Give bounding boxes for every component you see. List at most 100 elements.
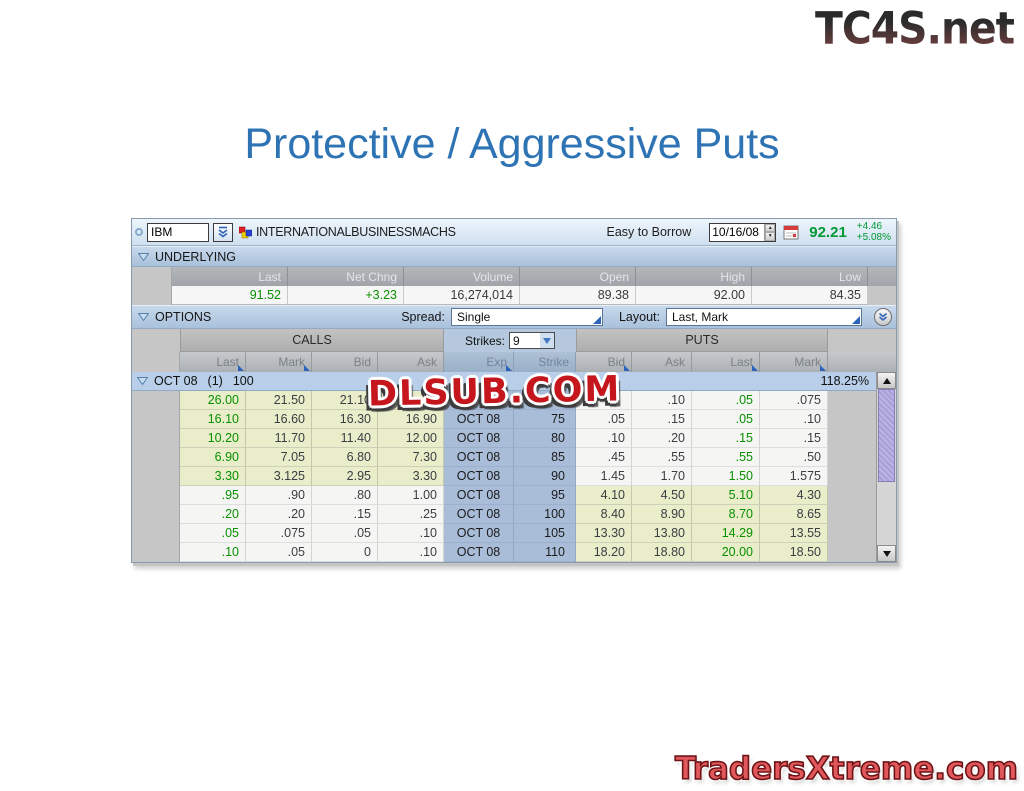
option-column-header-strike[interactable]: Strike [514,352,576,372]
underlying-column-header[interactable]: Open [520,267,636,286]
call-mark-cell[interactable]: .075 [246,524,312,543]
put-mark-cell[interactable]: 1.575 [760,467,828,486]
put-mark-cell[interactable]: 8.65 [760,505,828,524]
put-ask-cell[interactable]: 4.50 [632,486,692,505]
vertical-scrollbar[interactable] [876,372,896,562]
underlying-column-header[interactable]: Last [172,267,288,286]
call-last-cell[interactable]: 10.20 [180,429,246,448]
option-column-header-last[interactable]: Last [692,352,760,372]
put-bid-cell[interactable]: .45 [576,448,632,467]
option-group-row[interactable]: OCT 08 (1) 100 118.25% [132,372,877,391]
call-bid-cell[interactable]: 11.40 [312,429,378,448]
option-column-header-ask[interactable]: Ask [632,352,692,372]
call-ask-cell[interactable]: 16.90 [378,410,444,429]
call-bid-cell[interactable]: 0 [312,543,378,562]
underlying-column-header[interactable]: High [636,267,752,286]
date-down-button[interactable]: ▼ [765,232,776,241]
call-last-cell[interactable]: .10 [180,543,246,562]
option-column-header-exp[interactable]: Exp [444,352,514,372]
collapse-triangle-icon[interactable] [138,313,149,321]
put-ask-cell[interactable]: 13.80 [632,524,692,543]
option-column-header-bid[interactable]: Bid [576,352,632,372]
call-ask-cell[interactable] [378,391,444,410]
option-column-header-last[interactable]: Last [180,352,246,372]
call-mark-cell[interactable]: 3.125 [246,467,312,486]
put-last-cell[interactable]: .55 [692,448,760,467]
call-bid-cell[interactable]: 21.10 [312,391,378,410]
put-mark-cell[interactable]: .50 [760,448,828,467]
collapse-triangle-icon[interactable] [138,252,149,261]
call-bid-cell[interactable]: .05 [312,524,378,543]
option-column-header-mark[interactable]: Mark [760,352,828,372]
call-bid-cell[interactable]: 16.30 [312,410,378,429]
date-up-button[interactable]: ▲ [765,223,776,232]
put-bid-cell[interactable]: 13.30 [576,524,632,543]
put-mark-cell[interactable]: 13.55 [760,524,828,543]
scroll-down-button[interactable] [877,545,896,562]
put-bid-cell[interactable]: 1.45 [576,467,632,486]
put-last-cell[interactable]: 8.70 [692,505,760,524]
collapse-triangle-icon[interactable] [137,377,148,385]
put-mark-cell[interactable]: 18.50 [760,543,828,562]
call-ask-cell[interactable]: 3.30 [378,467,444,486]
option-column-header-mark[interactable]: Mark [246,352,312,372]
put-mark-cell[interactable]: .075 [760,391,828,410]
call-mark-cell[interactable]: .05 [246,543,312,562]
call-last-cell[interactable]: .20 [180,505,246,524]
call-last-cell[interactable]: 3.30 [180,467,246,486]
call-ask-cell[interactable]: 1.00 [378,486,444,505]
call-last-cell[interactable]: 26.00 [180,391,246,410]
call-bid-cell[interactable]: .80 [312,486,378,505]
put-ask-cell[interactable]: 1.70 [632,467,692,486]
expand-all-button[interactable] [874,308,892,326]
call-last-cell[interactable]: .05 [180,524,246,543]
call-ask-cell[interactable]: .25 [378,505,444,524]
underlying-column-header[interactable]: Volume [404,267,520,286]
call-mark-cell[interactable]: 21.50 [246,391,312,410]
scrollbar-thumb[interactable] [878,389,895,482]
date-input[interactable] [710,223,765,241]
call-mark-cell[interactable]: 7.05 [246,448,312,467]
calendar-icon[interactable] [783,224,799,240]
symbol-input[interactable] [147,222,209,242]
call-last-cell[interactable]: 16.10 [180,410,246,429]
put-mark-cell[interactable]: 4.30 [760,486,828,505]
option-column-header-ask[interactable]: Ask [378,352,444,372]
put-last-cell[interactable]: .05 [692,410,760,429]
call-mark-cell[interactable]: 16.60 [246,410,312,429]
call-ask-cell[interactable]: 7.30 [378,448,444,467]
call-mark-cell[interactable]: .90 [246,486,312,505]
option-column-header-bid[interactable]: Bid [312,352,378,372]
call-last-cell[interactable]: .95 [180,486,246,505]
call-mark-cell[interactable]: 11.70 [246,429,312,448]
spread-dropdown[interactable]: Single [450,308,603,326]
put-bid-cell[interactable] [576,391,632,410]
put-ask-cell[interactable]: .20 [632,429,692,448]
put-ask-cell[interactable]: .55 [632,448,692,467]
call-bid-cell[interactable]: 2.95 [312,467,378,486]
put-last-cell[interactable]: 5.10 [692,486,760,505]
link-bubble-icon[interactable] [135,228,143,236]
put-bid-cell[interactable]: 18.20 [576,543,632,562]
call-bid-cell[interactable]: .15 [312,505,378,524]
put-ask-cell[interactable]: .15 [632,410,692,429]
call-ask-cell[interactable]: .10 [378,543,444,562]
options-section-bar[interactable]: OPTIONS Spread: Single Layout: Last, Mar… [132,305,896,329]
put-ask-cell[interactable]: 18.80 [632,543,692,562]
call-mark-cell[interactable]: .20 [246,505,312,524]
scrollbar-track[interactable] [877,482,896,545]
put-ask-cell[interactable]: .10 [632,391,692,410]
put-bid-cell[interactable]: 4.10 [576,486,632,505]
put-last-cell[interactable]: .05 [692,391,760,410]
put-bid-cell[interactable]: .10 [576,429,632,448]
call-ask-cell[interactable]: 12.00 [378,429,444,448]
put-last-cell[interactable]: 1.50 [692,467,760,486]
layout-dropdown[interactable]: Last, Mark [666,308,862,326]
call-ask-cell[interactable]: .10 [378,524,444,543]
scroll-up-button[interactable] [877,372,896,389]
strikes-dropdown[interactable]: 9 [509,332,555,349]
underlying-column-header[interactable]: Net Chng [288,267,404,286]
call-bid-cell[interactable]: 6.80 [312,448,378,467]
underlying-section-bar[interactable]: UNDERLYING [132,246,896,267]
put-last-cell[interactable]: 14.29 [692,524,760,543]
